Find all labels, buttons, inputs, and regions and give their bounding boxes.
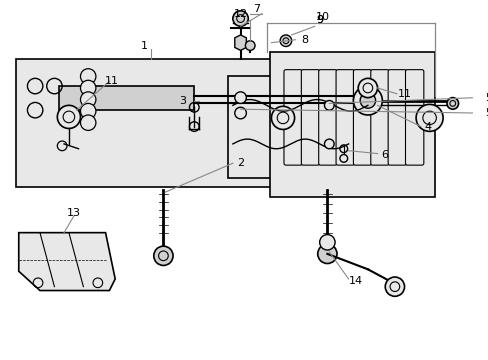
Circle shape xyxy=(324,139,333,149)
Circle shape xyxy=(81,103,96,119)
Circle shape xyxy=(360,93,375,108)
Circle shape xyxy=(317,244,336,264)
Circle shape xyxy=(358,78,377,98)
Circle shape xyxy=(81,115,96,130)
Circle shape xyxy=(385,277,404,296)
Text: 4: 4 xyxy=(423,122,430,131)
Text: 5: 5 xyxy=(484,93,488,103)
FancyBboxPatch shape xyxy=(318,69,336,165)
Text: 9: 9 xyxy=(315,15,323,26)
Circle shape xyxy=(81,92,96,107)
FancyBboxPatch shape xyxy=(405,69,423,165)
Circle shape xyxy=(353,86,382,115)
Polygon shape xyxy=(269,52,434,197)
Circle shape xyxy=(280,35,291,46)
Circle shape xyxy=(245,41,255,50)
Text: 11: 11 xyxy=(105,76,119,86)
Circle shape xyxy=(324,100,333,110)
Text: 2: 2 xyxy=(237,158,244,168)
Text: 3: 3 xyxy=(179,95,186,105)
Text: 12: 12 xyxy=(233,9,247,19)
Circle shape xyxy=(446,98,458,109)
Polygon shape xyxy=(19,233,115,291)
Circle shape xyxy=(234,107,246,119)
Polygon shape xyxy=(227,76,377,178)
Circle shape xyxy=(415,104,442,131)
Circle shape xyxy=(57,105,81,129)
FancyBboxPatch shape xyxy=(370,69,388,165)
Text: 9: 9 xyxy=(315,15,323,26)
Text: 10: 10 xyxy=(315,12,329,22)
FancyBboxPatch shape xyxy=(387,69,406,165)
Circle shape xyxy=(81,80,96,96)
Text: 7: 7 xyxy=(253,4,260,14)
Text: 11: 11 xyxy=(397,89,411,99)
FancyBboxPatch shape xyxy=(284,69,302,165)
FancyBboxPatch shape xyxy=(301,69,319,165)
Polygon shape xyxy=(16,59,290,187)
Text: 1: 1 xyxy=(141,41,147,50)
Text: 8: 8 xyxy=(301,35,308,45)
Text: 14: 14 xyxy=(348,276,363,286)
Text: 13: 13 xyxy=(66,208,81,219)
Circle shape xyxy=(81,69,96,84)
Circle shape xyxy=(153,246,173,265)
Circle shape xyxy=(271,106,294,130)
Circle shape xyxy=(234,92,246,103)
FancyBboxPatch shape xyxy=(335,69,354,165)
Polygon shape xyxy=(234,35,246,50)
FancyBboxPatch shape xyxy=(353,69,371,165)
Circle shape xyxy=(319,235,334,250)
Text: 6: 6 xyxy=(381,150,388,161)
Circle shape xyxy=(232,11,248,26)
Polygon shape xyxy=(59,86,194,110)
Text: 5: 5 xyxy=(484,108,488,118)
